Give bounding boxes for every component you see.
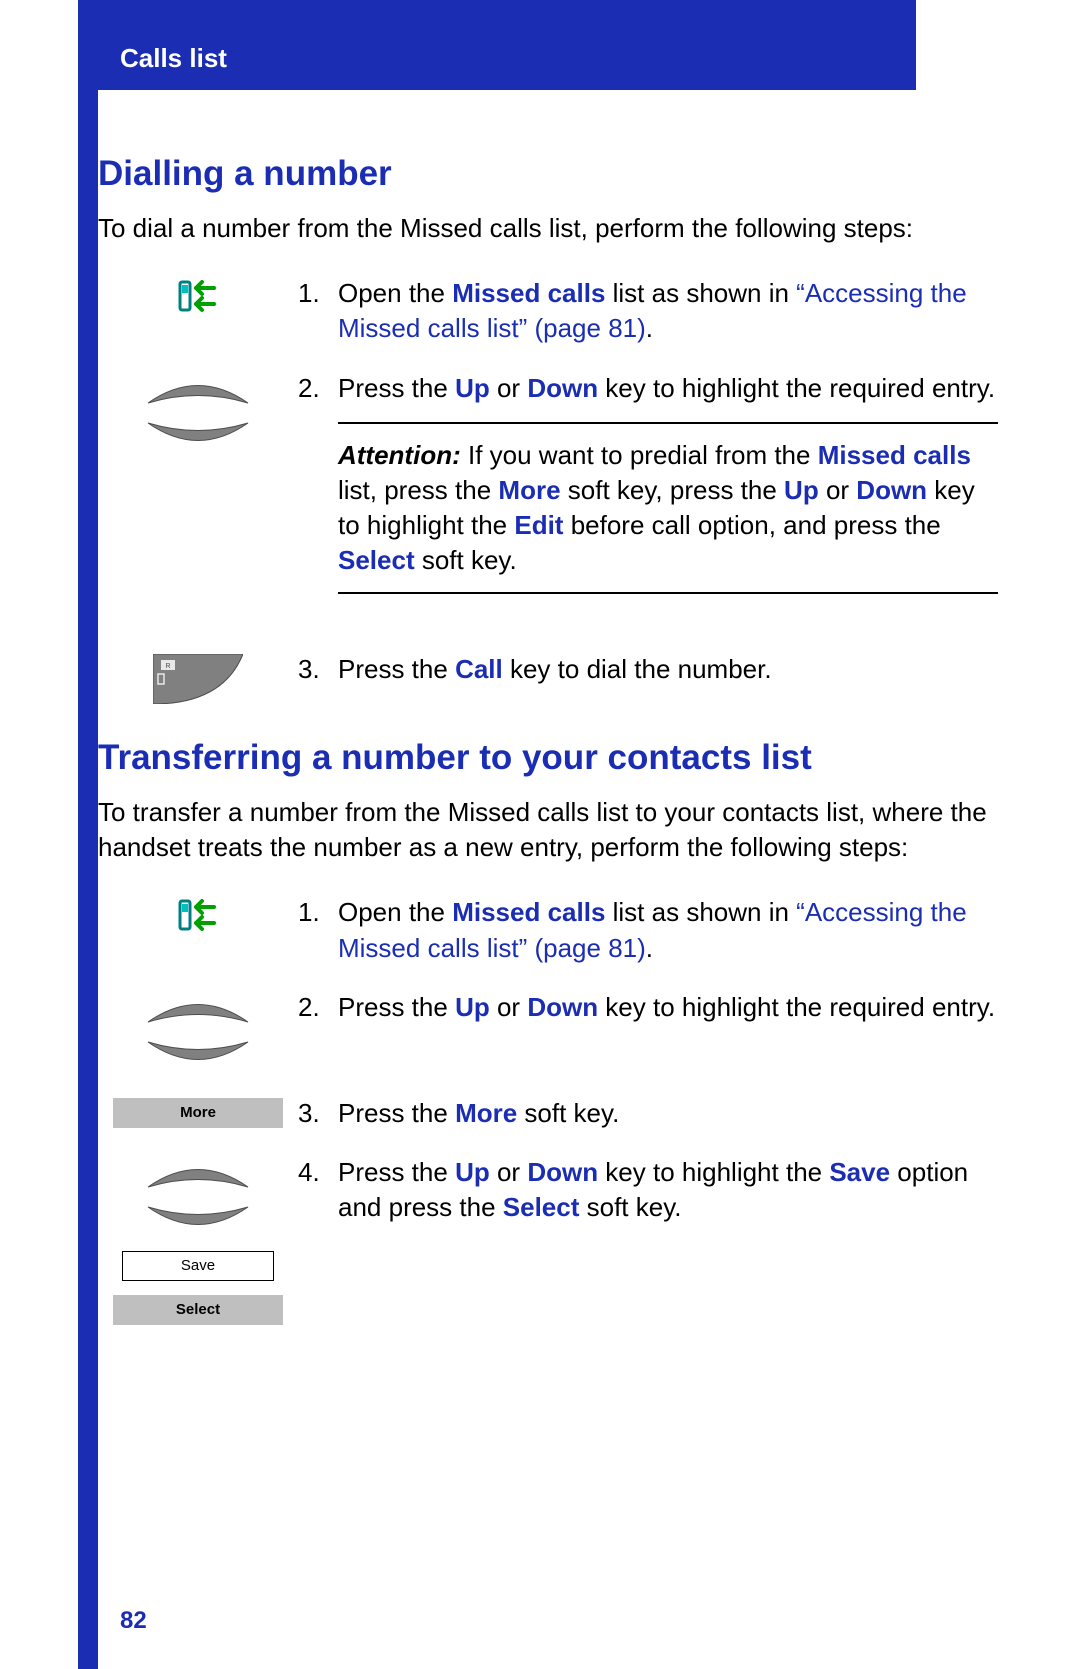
save-option: Save [122, 1251, 274, 1281]
call-key-icon: R [153, 654, 243, 704]
txt-bold: Save [829, 1157, 890, 1187]
s1-step2-num: 2. [298, 371, 338, 628]
txt-bold: Up [784, 475, 819, 505]
s1-step2-body: Press the Up or Down key to highlight th… [338, 371, 998, 628]
more-soft-key: More [113, 1098, 283, 1128]
txt-bold: Up [455, 1157, 490, 1187]
txt-bold: More [455, 1098, 517, 1128]
txt: Press the [338, 1098, 455, 1128]
s1-step1-body: Open the Missed calls list as shown in “… [338, 276, 998, 346]
s2-step1: 1. Open the Missed calls list as shown i… [98, 895, 998, 965]
s2-step4-body: Press the Up or Down key to highlight th… [338, 1155, 998, 1225]
txt: key to highlight the required entry. [598, 373, 995, 403]
s2-step1-num: 1. [298, 895, 338, 965]
up-down-key-icon [143, 373, 253, 453]
txt: Press the [338, 1157, 455, 1187]
txt-bold: Up [455, 373, 490, 403]
section1-heading: Dialling a number [98, 150, 998, 197]
txt: soft key, press the [561, 475, 785, 505]
s1-step2: 2. Press the Up or Down key to highlight… [98, 371, 998, 628]
txt-bold: Select [503, 1192, 580, 1222]
attention-box: Attention: If you want to predial from t… [338, 422, 998, 594]
txt-bold: Down [527, 992, 598, 1022]
txt: list as shown in [605, 278, 796, 308]
txt: or [490, 373, 528, 403]
txt: list, press the [338, 475, 498, 505]
txt: If you want to predial from the [461, 440, 818, 470]
page-content: Dialling a number To dial a number from … [98, 120, 998, 1349]
txt-bold: Down [856, 475, 927, 505]
section1-intro: To dial a number from the Missed calls l… [98, 211, 998, 246]
attention-lead: Attention: [338, 440, 461, 470]
txt: soft key. [415, 545, 517, 575]
page-number: 82 [120, 1605, 147, 1637]
s1-step1: 1. Open the Missed calls list as shown i… [98, 276, 998, 346]
txt: Press the [338, 992, 455, 1022]
select-soft-key: Select [113, 1295, 283, 1325]
txt-bold: Edit [514, 510, 563, 540]
txt-bold: Call [455, 654, 503, 684]
up-down-key-icon [143, 1157, 253, 1237]
txt-bold: Missed calls [452, 897, 605, 927]
s2-step1-body: Open the Missed calls list as shown in “… [338, 895, 998, 965]
s1-step3-body: Press the Call key to dial the number. [338, 652, 998, 687]
txt-bold: Down [527, 373, 598, 403]
txt: or [490, 1157, 528, 1187]
txt: Press the [338, 654, 455, 684]
txt: Open the [338, 278, 452, 308]
txt: key to highlight the [598, 1157, 829, 1187]
header-strip: Calls list [98, 0, 916, 90]
txt-bold: Missed calls [452, 278, 605, 308]
txt: . [646, 933, 653, 963]
s2-step3: More 3. Press the More soft key. [98, 1096, 998, 1131]
s1-step3: R 3. Press the Call key to dial the numb… [98, 652, 998, 704]
s2-step4-num: 4. [298, 1155, 338, 1225]
txt: or [490, 992, 528, 1022]
s2-step4: Save Select 4. Press the Up or Down key … [98, 1155, 998, 1325]
s2-step3-body: Press the More soft key. [338, 1096, 998, 1131]
s2-step2: 2. Press the Up or Down key to highlight… [98, 990, 998, 1072]
s2-step2-body: Press the Up or Down key to highlight th… [338, 990, 998, 1025]
txt-bold: Select [338, 545, 415, 575]
section2-intro: To transfer a number from the Missed cal… [98, 795, 998, 865]
s1-step3-num: 3. [298, 652, 338, 687]
txt: list as shown in [605, 897, 796, 927]
txt: key to highlight the required entry. [598, 992, 995, 1022]
svg-text:R: R [165, 663, 170, 670]
txt: soft key. [517, 1098, 619, 1128]
section2-heading: Transferring a number to your contacts l… [98, 734, 998, 781]
txt: . [646, 313, 653, 343]
missed-calls-icon [178, 897, 218, 933]
txt-bold: Missed calls [818, 440, 971, 470]
header-title: Calls list [120, 41, 227, 76]
txt-bold: Down [527, 1157, 598, 1187]
left-blue-bar [78, 0, 98, 1669]
up-down-key-icon [143, 992, 253, 1072]
s2-step2-num: 2. [298, 990, 338, 1025]
txt: soft key. [579, 1192, 681, 1222]
txt: key to dial the number. [503, 654, 772, 684]
txt-bold: Up [455, 992, 490, 1022]
txt: before call option, and press the [563, 510, 940, 540]
txt: Press the [338, 373, 455, 403]
txt-bold: More [498, 475, 560, 505]
missed-calls-icon [178, 278, 218, 314]
txt: Open the [338, 897, 452, 927]
s2-step3-num: 3. [298, 1096, 338, 1131]
s1-step1-num: 1. [298, 276, 338, 346]
txt: or [819, 475, 857, 505]
